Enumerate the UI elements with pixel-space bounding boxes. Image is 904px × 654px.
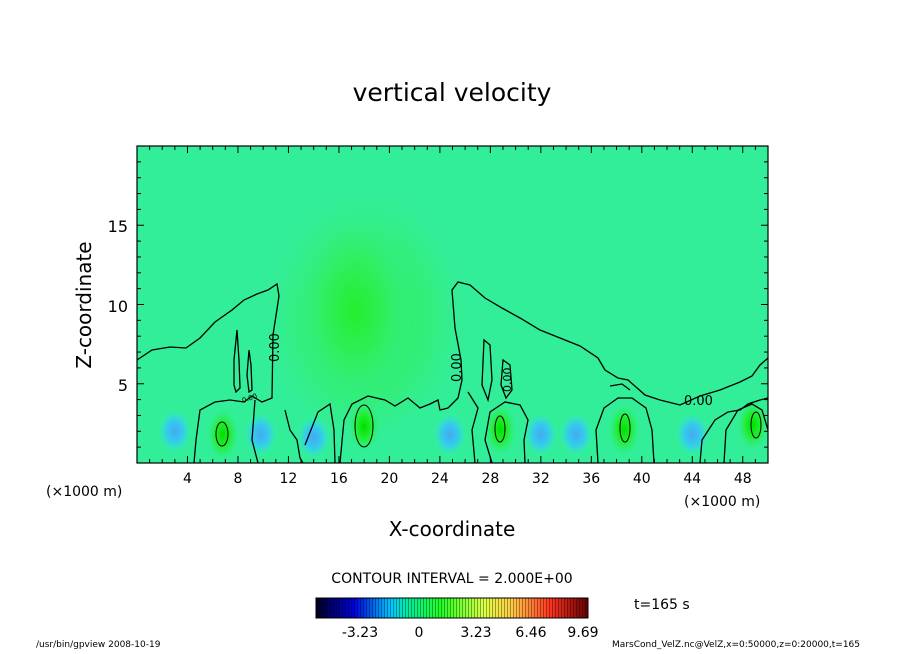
downdraft-cell: [296, 415, 331, 460]
updraft-cell: [347, 398, 382, 455]
x-tick-label: 44: [683, 471, 701, 487]
heatmap-field: [137, 146, 768, 463]
updraft-cell: [607, 401, 642, 458]
updraft-cell: [483, 401, 518, 458]
colorbar-tick-label: 3.23: [460, 625, 491, 641]
x-tick-label: 16: [330, 471, 348, 487]
x-tick-labels: 4 8 12 16 20 24 28 32 36 40 44 48: [183, 471, 752, 487]
contour-label: 0.00: [501, 368, 514, 393]
colorbar-tick-label: 0: [415, 625, 424, 641]
zero-contours: [137, 281, 768, 463]
colorbar-tick-labels: -3.23 0 3.23 6.46 9.69: [342, 625, 599, 641]
axis-ticks: [137, 146, 768, 463]
y-tick-label: 15: [108, 217, 128, 236]
x-unit-right: (×1000 m): [684, 494, 760, 510]
contour-label: 0.00: [684, 394, 713, 409]
updraft-cell: [735, 396, 768, 453]
x-tick-label: 48: [734, 471, 752, 487]
footer-source: MarsCond_VelZ.nc@VelZ,x=0:50000,z=0:2000…: [612, 640, 860, 650]
x-axis-label: X-coordinate: [389, 517, 516, 541]
x-tick-label: 40: [633, 471, 651, 487]
downdraft-cell: [243, 412, 278, 457]
chart-title: vertical velocity: [353, 78, 552, 107]
contour-interval: CONTOUR INTERVAL = 2.000E+00: [331, 571, 572, 587]
colorbar-stripes: [316, 598, 588, 618]
footer-program: /usr/bin/gpview 2008-10-19: [36, 640, 161, 650]
x-tick-label: 12: [280, 471, 298, 487]
colorbar-tick-label: 6.46: [515, 625, 546, 641]
colorbar-tick-label: 9.69: [567, 625, 598, 641]
y-tick-label: 10: [108, 297, 128, 316]
x-unit-left: (×1000 m): [46, 484, 122, 500]
time-label: t=165 s: [634, 597, 690, 613]
contour-label: 0.00: [268, 333, 283, 362]
x-tick-label: 32: [532, 471, 550, 487]
y-tick-label: 5: [118, 376, 128, 395]
updraft-cell: [205, 406, 240, 463]
colorbar-tick-label: -3.23: [342, 625, 378, 641]
downdraft-cell: [675, 412, 710, 457]
y-axis-label: Z-coordinate: [72, 241, 96, 368]
downdraft-cell: [157, 409, 192, 454]
downdraft-cell: [432, 412, 467, 457]
positive-contours: [215, 404, 762, 448]
x-tick-label: 24: [431, 471, 449, 487]
contour-label: 0.00: [450, 353, 465, 382]
x-tick-label: 20: [380, 471, 398, 487]
x-tick-label: 8: [233, 471, 242, 487]
x-tick-label: 4: [183, 471, 192, 487]
x-tick-label: 28: [481, 471, 499, 487]
downdraft-cell: [559, 412, 594, 457]
y-tick-labels: 5 10 15: [108, 217, 128, 395]
x-tick-label: 36: [582, 471, 600, 487]
downdraft-cell: [523, 412, 558, 457]
colorbar-frame: [315, 597, 589, 619]
